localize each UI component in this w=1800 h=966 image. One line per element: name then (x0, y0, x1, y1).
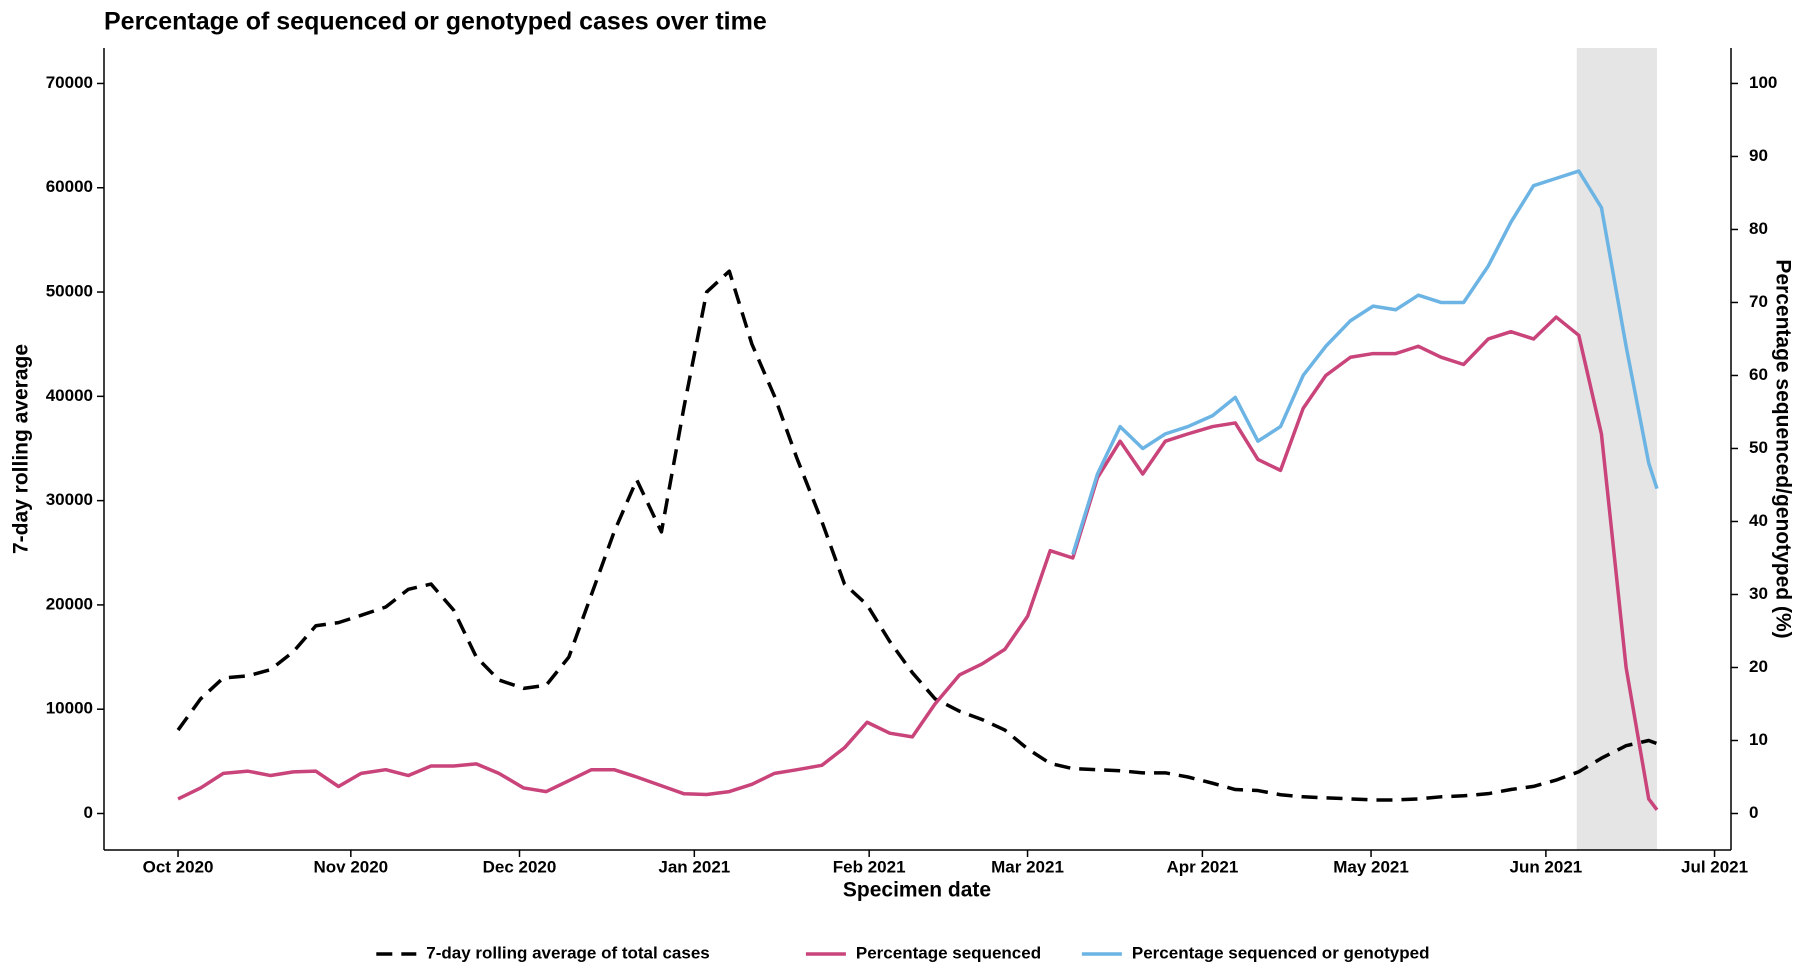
x-tick-label: Jul 2021 (1681, 857, 1748, 876)
y2-tick-label: 40 (1749, 511, 1768, 530)
legend-label: Percentage sequenced (856, 943, 1041, 962)
y-tick-label: 20000 (46, 594, 93, 613)
y-tick-label: 50000 (46, 282, 93, 301)
y-tick-label: 30000 (46, 490, 93, 509)
x-tick-label: Jun 2021 (1509, 857, 1582, 876)
x-axis-title: Specimen date (843, 879, 991, 902)
series-line (1071, 169, 1659, 555)
chart-title: Percentage of sequenced or genotyped cas… (104, 8, 767, 36)
y-tick-label: 40000 (46, 386, 93, 405)
y-tick-label: 60000 (46, 177, 93, 196)
legend-label: Percentage sequenced or genotyped (1132, 943, 1430, 962)
x-tick-label: Oct 2020 (143, 857, 214, 876)
x-tick-label: Mar 2021 (991, 857, 1064, 876)
y2-tick-label: 60 (1749, 365, 1768, 384)
y2-tick-label: 90 (1749, 146, 1768, 165)
y-axis-title: 7-day rolling average (10, 344, 33, 554)
shaded-region (1576, 48, 1657, 850)
x-tick-label: Dec 2020 (483, 857, 557, 876)
y2-axis-title: Percentage sequenced/genotyped (%) (1771, 259, 1794, 638)
y2-tick-label: 80 (1749, 219, 1768, 238)
x-tick-label: Jan 2021 (658, 857, 730, 876)
series-line (177, 315, 1659, 811)
y2-tick-label: 10 (1749, 730, 1768, 749)
y2-tick-label: 50 (1749, 438, 1768, 457)
y2-tick-label: 20 (1749, 657, 1768, 676)
y2-tick-label: 0 (1749, 803, 1758, 822)
legend-label: 7-day rolling average of total cases (426, 943, 709, 962)
y2-tick-label: 30 (1749, 584, 1768, 603)
x-tick-label: May 2021 (1333, 857, 1409, 876)
series-line (176, 269, 1658, 802)
y-tick-label: 70000 (46, 73, 93, 92)
y-tick-label: 0 (84, 803, 93, 822)
y2-tick-label: 100 (1749, 73, 1777, 92)
y-tick-label: 10000 (46, 699, 93, 718)
x-tick-label: Nov 2020 (313, 857, 388, 876)
x-tick-label: Feb 2021 (833, 857, 906, 876)
y2-tick-label: 70 (1749, 292, 1768, 311)
x-tick-label: Apr 2021 (1166, 857, 1238, 876)
